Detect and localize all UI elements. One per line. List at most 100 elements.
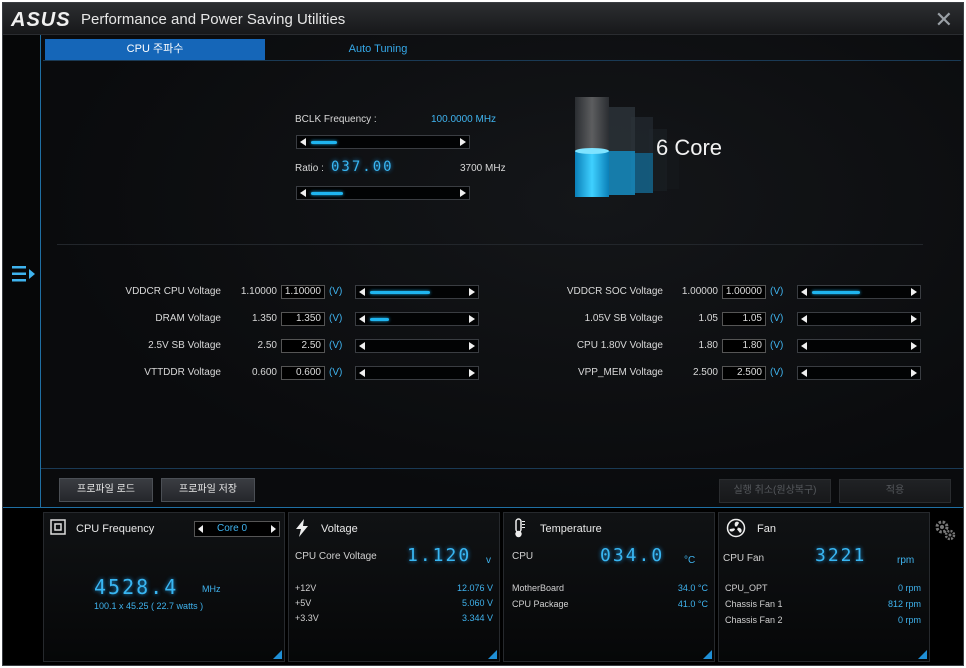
voltage-slider-fill bbox=[370, 291, 430, 294]
settings-gear-icon[interactable] bbox=[933, 518, 957, 542]
tab-cpu-frequency[interactable]: CPU 주파수 bbox=[45, 39, 265, 60]
metric-label: +5V bbox=[295, 598, 312, 608]
voltage-current: 1.10000 bbox=[240, 286, 277, 297]
bclk-label: BCLK Frequency : bbox=[295, 114, 377, 125]
voltage-current: 1.00000 bbox=[681, 286, 718, 297]
voltage-current: 1.05 bbox=[698, 313, 718, 324]
voltage-decrease-icon[interactable] bbox=[359, 288, 365, 296]
core-voltage-unit: v bbox=[486, 555, 491, 566]
voltage-input[interactable]: 2.50 bbox=[281, 339, 325, 353]
voltage-slider[interactable] bbox=[355, 312, 479, 326]
voltage-input[interactable]: 1.00000 bbox=[722, 285, 766, 299]
voltage-name: VDDCR SOC Voltage bbox=[566, 286, 663, 297]
voltage-name: VTTDDR Voltage bbox=[144, 367, 221, 378]
monitor-bar: CPU Frequency Core 0 4528.4 MHz 100.1 x … bbox=[3, 507, 963, 665]
voltage-name: VDDCR CPU Voltage bbox=[125, 286, 221, 297]
voltage-slider[interactable] bbox=[355, 285, 479, 299]
metric-label: Chassis Fan 1 bbox=[725, 599, 783, 609]
ratio-value: 037.00 bbox=[331, 159, 394, 175]
voltage-unit: (V) bbox=[770, 367, 784, 378]
voltage-decrease-icon[interactable] bbox=[359, 315, 365, 323]
metric-label: +12V bbox=[295, 583, 317, 593]
voltage-unit: (V) bbox=[770, 313, 784, 324]
voltage-current: 2.50 bbox=[257, 340, 277, 351]
metric-label: CPU_OPT bbox=[725, 583, 768, 593]
metric-label: CPU Package bbox=[512, 599, 569, 609]
voltage-slider[interactable] bbox=[797, 312, 921, 326]
voltage-decrease-icon[interactable] bbox=[359, 369, 365, 377]
voltage-input[interactable]: 1.05 bbox=[722, 312, 766, 326]
voltage-input[interactable]: 1.10000 bbox=[281, 285, 325, 299]
bclk-decrease-icon[interactable] bbox=[300, 138, 306, 146]
cpu-frequency-unit: MHz bbox=[202, 584, 221, 594]
voltage-slider[interactable] bbox=[797, 339, 921, 353]
fan-panel: Fan CPU Fan 3221 rpm CPU_OPT 0 rpm Chassis… bbox=[718, 512, 930, 662]
asus-logo: ASUS bbox=[11, 9, 71, 31]
load-profile-button[interactable]: 프로파일 로드 bbox=[59, 478, 153, 502]
core-prev-icon[interactable] bbox=[198, 525, 203, 533]
side-strip bbox=[3, 35, 41, 507]
bclk-increase-icon[interactable] bbox=[460, 138, 466, 146]
core-next-icon[interactable] bbox=[271, 525, 276, 533]
ratio-slider[interactable] bbox=[296, 186, 470, 200]
voltage-name: CPU 1.80V Voltage bbox=[576, 340, 663, 351]
voltage-increase-icon[interactable] bbox=[469, 342, 475, 350]
voltage-input[interactable]: 1.80 bbox=[722, 339, 766, 353]
voltage-increase-icon[interactable] bbox=[911, 342, 917, 350]
voltage-current: 0.600 bbox=[251, 367, 277, 378]
voltage-decrease-icon[interactable] bbox=[801, 369, 807, 377]
tab-bar: CPU 주파수 Auto Tuning bbox=[43, 39, 961, 61]
main-panel: CPU 주파수 Auto Tuning BCLK Frequency : 100… bbox=[41, 35, 963, 507]
metric-value: 34.0 °C bbox=[677, 583, 708, 593]
voltage-increase-icon[interactable] bbox=[469, 315, 475, 323]
panel-corner-icon[interactable] bbox=[273, 650, 282, 659]
voltage-input[interactable]: 0.600 bbox=[281, 366, 325, 380]
voltage-input[interactable]: 2.500 bbox=[722, 366, 766, 380]
fan-icon bbox=[726, 518, 746, 538]
voltage-slider-fill bbox=[370, 318, 389, 321]
metric-value: 0 rpm bbox=[897, 583, 921, 593]
undo-button[interactable]: 실행 취소(원상복구) bbox=[719, 479, 831, 503]
tab-auto-tuning[interactable]: Auto Tuning bbox=[348, 43, 408, 55]
voltage-name: 1.05V SB Voltage bbox=[584, 313, 663, 324]
voltage-increase-icon[interactable] bbox=[911, 288, 917, 296]
save-profile-button[interactable]: 프로파일 저장 bbox=[161, 478, 255, 502]
panel-corner-icon[interactable] bbox=[703, 650, 712, 659]
voltage-increase-icon[interactable] bbox=[911, 369, 917, 377]
voltage-increase-icon[interactable] bbox=[911, 315, 917, 323]
panel-corner-icon[interactable] bbox=[918, 650, 927, 659]
cpu-frequency-detail: 100.1 x 45.25 ( 22.7 watts ) bbox=[94, 601, 204, 611]
ratio-label: Ratio : bbox=[295, 163, 324, 174]
voltage-increase-icon[interactable] bbox=[469, 369, 475, 377]
section-divider bbox=[57, 244, 923, 245]
apply-button[interactable]: 적용 bbox=[839, 479, 951, 503]
voltage-slider[interactable] bbox=[355, 366, 479, 380]
close-button[interactable]: ✕ bbox=[934, 7, 953, 32]
panel-corner-icon[interactable] bbox=[488, 650, 497, 659]
voltage-decrease-icon[interactable] bbox=[359, 342, 365, 350]
cpu-core-graphic bbox=[575, 97, 679, 197]
bclk-slider[interactable] bbox=[296, 135, 470, 149]
ratio-increase-icon[interactable] bbox=[460, 189, 466, 197]
cpu-fan-label: CPU Fan bbox=[723, 553, 765, 564]
cpu-chip-icon bbox=[50, 519, 66, 535]
ratio-frequency: 3700 MHz bbox=[460, 163, 506, 174]
voltage-slider[interactable] bbox=[797, 285, 921, 299]
menu-expand-icon[interactable] bbox=[10, 263, 36, 285]
core-selector[interactable]: Core 0 bbox=[194, 521, 280, 537]
cpu-frequency-panel: CPU Frequency Core 0 4528.4 MHz 100.1 x … bbox=[43, 512, 285, 662]
voltage-decrease-icon[interactable] bbox=[801, 288, 807, 296]
metric-value: 12.076 V bbox=[456, 583, 493, 593]
ratio-decrease-icon[interactable] bbox=[300, 189, 306, 197]
voltage-slider[interactable] bbox=[797, 366, 921, 380]
voltage-slider-fill bbox=[812, 291, 860, 294]
voltage-increase-icon[interactable] bbox=[469, 288, 475, 296]
button-bar-divider bbox=[41, 468, 963, 469]
voltage-decrease-icon[interactable] bbox=[801, 315, 807, 323]
core-voltage-label: CPU Core Voltage bbox=[295, 551, 377, 562]
voltage-decrease-icon[interactable] bbox=[801, 342, 807, 350]
voltage-input[interactable]: 1.350 bbox=[281, 312, 325, 326]
fan-title: Fan bbox=[757, 523, 776, 535]
voltage-slider[interactable] bbox=[355, 339, 479, 353]
